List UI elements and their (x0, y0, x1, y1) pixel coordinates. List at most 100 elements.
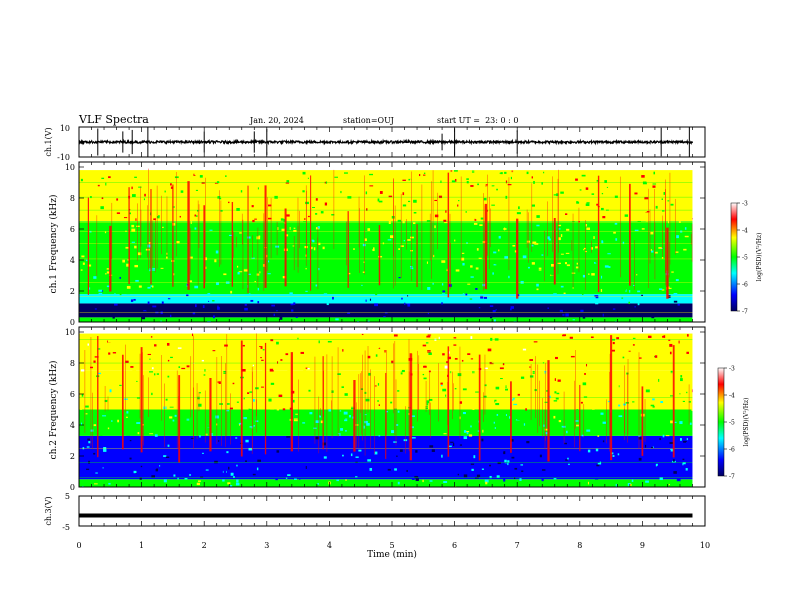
spectrogram-cell (114, 293, 116, 296)
spectrogram-cell (237, 272, 240, 275)
spectrogram-cell (81, 422, 83, 426)
spectrogram-cell (584, 373, 586, 375)
spectrogram-cell (392, 421, 395, 424)
spectrogram-cell (552, 340, 556, 342)
spectrogram-cell (461, 252, 465, 254)
spectrogram-cell (224, 350, 227, 352)
spectrogram-cell (126, 176, 129, 178)
spectrogram-cell (262, 386, 266, 390)
spectrogram-cell (159, 173, 161, 177)
spectrogram-cell (210, 196, 214, 200)
spectrogram-cell (94, 483, 98, 485)
spectrogram-cell (526, 171, 529, 175)
spectrogram-cell (575, 266, 579, 269)
spectrogram-cell (91, 177, 93, 180)
spectrogram-cell (621, 297, 624, 299)
spectrogram-cell (575, 420, 579, 422)
spectrogram-cell (195, 189, 199, 191)
spectrogram-cell (511, 483, 513, 487)
spectrogram-cell (285, 477, 288, 479)
spectrogram-cell (199, 435, 201, 438)
spectrogram-cell (643, 348, 646, 351)
spectrogram-cell (544, 370, 547, 374)
spectrogram-cell (422, 174, 426, 176)
spectrogram-cell (307, 177, 311, 179)
spectrogram-cell (686, 267, 690, 270)
spectrogram-cell (167, 465, 172, 469)
colorbar-tick-label: -4 (742, 228, 748, 235)
spectrogram-cell (86, 297, 90, 299)
spectrogram-cell (485, 184, 488, 187)
spectrogram-cell (396, 469, 399, 473)
spectrogram-cell (602, 384, 607, 387)
spectrogram-cell (441, 283, 444, 286)
spectrogram-cell (489, 305, 494, 307)
spectrogram-cell (446, 268, 448, 272)
spectrogram-cell (251, 257, 255, 259)
spectrogram-cell (368, 372, 371, 376)
spectrogram-cell (197, 480, 201, 482)
spectrogram-cell (432, 254, 435, 258)
spectrogram-cell (151, 367, 154, 370)
spectrogram-cell (444, 365, 449, 369)
colorbar-tick-label: -5 (742, 255, 748, 262)
spectrogram-cell (361, 333, 364, 335)
spectrogram-cell (644, 196, 649, 200)
spectrogram-cell (510, 308, 512, 311)
spectrogram-cell (375, 354, 378, 357)
spectrogram-cell (558, 237, 561, 241)
spectrogram-cell (547, 307, 549, 309)
spectrogram-cell (645, 211, 650, 213)
spectrogram-cell (508, 317, 512, 320)
spectrogram-cell (412, 222, 416, 225)
spectrogram-cell (690, 214, 693, 217)
spectrogram-cell (267, 204, 272, 207)
spectrogram-cell (102, 415, 107, 417)
spectrogram-cell (374, 437, 377, 441)
spectrogram-cell (236, 479, 239, 483)
spectrogram-cell (265, 320, 270, 322)
spectrogram-cell (593, 236, 595, 240)
spectrogram-cell (190, 437, 194, 439)
spectrogram-cell (434, 214, 439, 218)
spectrogram-cell (118, 365, 121, 369)
spectrogram-cell (676, 235, 679, 239)
spectrogram-cell (428, 198, 432, 200)
spectrogram-cell (309, 248, 311, 251)
spectrogram-cell (556, 193, 559, 197)
spectrogram-cell (462, 411, 466, 415)
spectrogram-cell (301, 216, 304, 219)
spectrogram-cell (505, 216, 508, 220)
spectrogram-cell (177, 477, 179, 480)
spectrogram-cell (470, 276, 474, 278)
spectrogram-cell (657, 465, 661, 469)
spectrogram-cell (633, 284, 635, 286)
spectrogram-cell (228, 466, 230, 470)
spectrogram-cell (320, 289, 323, 292)
spectrogram-cell (224, 344, 228, 347)
spectrogram-cell (497, 175, 502, 177)
spectrogram-cell (276, 409, 280, 411)
spectrogram-cell (166, 239, 171, 242)
spectrogram-cell (98, 289, 103, 292)
spectrogram-cell (100, 206, 104, 210)
spectrogram-cell (138, 189, 142, 192)
spectrogram-cell (442, 269, 445, 272)
spectrogram-cell (126, 263, 130, 267)
spectrogram-cell (512, 300, 515, 303)
spectrogram-cell (572, 287, 574, 289)
spectrogram-cell (292, 245, 295, 247)
spectrogram-cell (337, 373, 341, 375)
spectrogram-cell (138, 186, 142, 188)
spectrogram-cell (400, 245, 404, 247)
spectrogram-cell (170, 356, 173, 359)
spectrogram-cell (365, 191, 368, 195)
spectrogram-cell (612, 341, 615, 345)
spectrogram-cell (264, 263, 269, 267)
spectrogram-cell (691, 408, 693, 411)
spectrogram-cell (238, 425, 240, 427)
spectrogram-cell (422, 200, 427, 202)
spectrogram-cell (398, 277, 401, 279)
spectrogram-cell (572, 221, 575, 224)
spectrogram-cell (396, 243, 399, 246)
